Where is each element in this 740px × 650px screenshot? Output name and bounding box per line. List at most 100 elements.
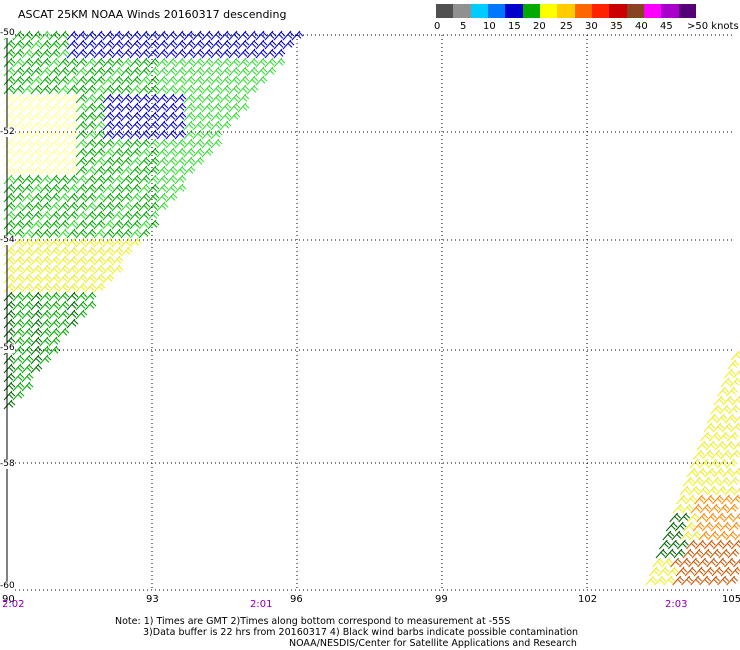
lat-label-56: -56 [0,343,15,353]
wind-barb [57,165,70,176]
wind-barb [30,183,43,194]
lat-label-54: -54 [0,235,15,245]
wind-barb [709,548,722,559]
wind-barb [57,318,70,329]
wind-barb [93,156,106,167]
wind-barb [102,192,115,203]
wind-barb [84,264,97,275]
wind-barb [697,485,710,496]
wind-barb [129,120,142,131]
wind-barb [255,66,268,77]
wind-barb [675,566,688,577]
wind-barb [255,48,268,59]
wind-barb [677,539,689,550]
wind-barb [93,39,106,50]
wind-barb [111,165,124,176]
wind-barb [84,48,97,59]
scale-swatch [557,4,575,18]
wind-barb [111,138,124,149]
wind-barb [21,381,34,392]
wind-barb [682,548,695,559]
wind-barb [48,147,61,158]
wind-barb [3,93,16,104]
wind-barb [3,39,16,50]
scale-swatch [574,4,592,18]
wind-barb [692,521,705,532]
wind-barbs-layer [3,30,740,586]
wind-barb [39,228,52,239]
wind-barb [30,336,43,347]
wind-barb [21,201,34,212]
wind-barb [66,237,79,248]
wind-barb [12,219,25,230]
wind-barb [66,57,79,68]
lat-label-58: -58 [0,459,15,469]
wind-barb [102,75,115,86]
wind-barb [174,156,187,167]
scale-swatch [436,4,454,18]
wind-barb [84,111,97,122]
scale-swatch [609,4,627,18]
wind-barb [21,246,34,257]
wind-barb [174,174,187,185]
wind-barb [237,66,250,77]
wind-barb [693,566,706,577]
wind-barb [66,192,79,203]
wind-barb [39,264,52,275]
wind-barb [156,39,169,50]
wind-barb [673,548,686,559]
wind-barb [702,566,715,577]
wind-barb [3,57,16,68]
scale-label: 35 [610,21,623,32]
wind-barb [183,39,196,50]
wind-barb [102,273,115,284]
wind-barb [102,66,115,77]
wind-barb [183,66,196,77]
wind-barb [93,219,106,230]
wind-barb [672,503,685,514]
wind-barb [183,156,196,167]
wind-barb [21,165,34,176]
wind-barb [66,129,79,140]
wind-barb [84,147,97,158]
wind-barb [39,300,52,311]
wind-barb [201,102,214,113]
wind-barb [93,48,106,59]
lon-label-90: 90 [2,594,15,605]
wind-barb [120,174,133,185]
wind-barb [712,494,724,505]
wind-barb [75,183,88,194]
wind-barb [228,48,241,59]
wind-barb [718,548,731,559]
wind-barb [120,165,133,176]
wind-barb [718,431,730,442]
wind-barb [3,102,16,113]
wind-barb [57,246,70,257]
note-line-1: Note: 1) Times are GMT 2)Times along bot… [115,616,511,627]
wind-barb [704,539,716,550]
wind-barb [192,147,205,158]
wind-barb [21,75,34,86]
wind-barb [174,66,187,77]
wind-barb [138,210,151,221]
wind-barb [698,530,711,541]
wind-barb [710,521,723,532]
wind-barb [156,165,169,176]
wind-barb [715,485,728,496]
wind-barb [174,183,187,194]
wind-barb [192,111,205,122]
wind-barb [699,503,712,514]
wind-barb [717,575,730,586]
wind-barb [704,467,717,478]
wind-barb [165,129,178,140]
wind-barb [21,291,34,302]
wind-barb [156,138,169,149]
wind-barb [129,174,142,185]
wind-barb [138,219,151,230]
wind-barb [93,201,106,212]
wind-barb [192,93,205,104]
wind-barb [102,219,115,230]
wind-barb [102,111,115,122]
wind-barb [156,66,169,77]
